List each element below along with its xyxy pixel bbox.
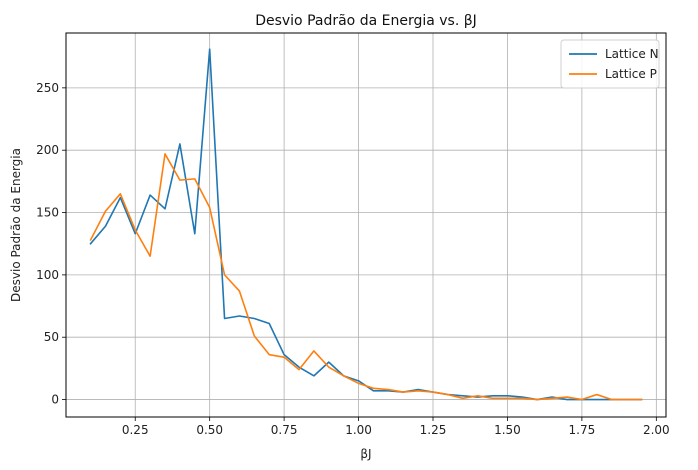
series-line-lattice-n: [89, 48, 643, 401]
y-axis-label: Desvio Padrão da Energia: [9, 148, 23, 302]
y-tick-label: 50: [44, 330, 59, 344]
y-tick-label: 250: [36, 81, 59, 95]
x-tick-label: 2.00: [643, 423, 670, 437]
grid: [66, 33, 666, 417]
y-tick-label: 200: [36, 143, 59, 157]
x-axis: 0.25 0.50 0.75 1.00 1.25 1.50 1.75 2.00: [122, 417, 670, 437]
legend: Lattice N Lattice P: [560, 39, 660, 89]
x-tick-label: 0.50: [196, 423, 223, 437]
series-line-lattice-p: [89, 153, 643, 401]
chart-title: Desvio Padrão da Energia vs. βJ: [255, 13, 477, 29]
plot-frame: [65, 32, 667, 418]
legend-label: Lattice P: [605, 67, 657, 81]
x-tick-label: 1.25: [420, 423, 447, 437]
legend-box: [560, 39, 660, 89]
y-tick-label: 100: [36, 268, 59, 282]
y-tick-label: 0: [51, 393, 59, 407]
x-tick-label: 1.00: [345, 423, 372, 437]
series-group: [89, 48, 643, 401]
y-axis: 0 50 100 150 200 250: [36, 81, 66, 407]
x-axis-label: βJ: [360, 447, 371, 461]
legend-label: Lattice N: [605, 47, 659, 61]
x-tick-label: 0.75: [271, 423, 298, 437]
x-tick-label: 1.75: [569, 423, 596, 437]
x-tick-label: 0.25: [122, 423, 149, 437]
x-tick-label: 1.50: [494, 423, 521, 437]
y-tick-label: 150: [36, 206, 59, 220]
